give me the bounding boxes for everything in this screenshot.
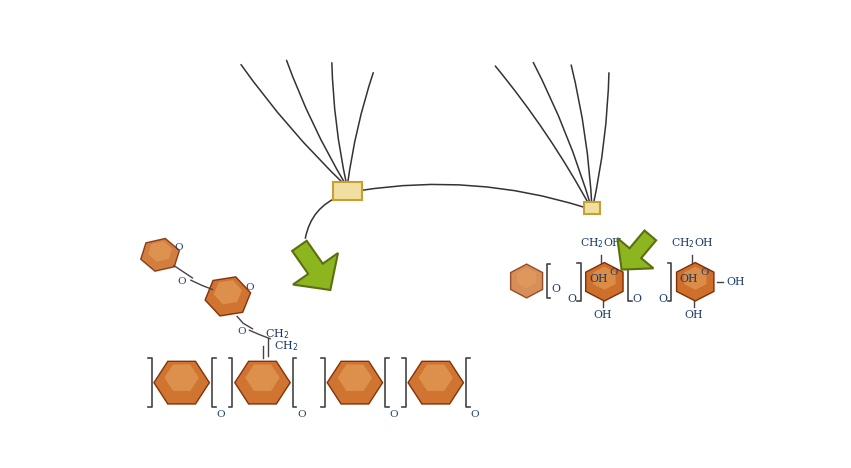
Text: OH: OH xyxy=(594,310,612,320)
Polygon shape xyxy=(292,241,338,290)
Text: CH$_2$OH: CH$_2$OH xyxy=(580,236,623,250)
Polygon shape xyxy=(205,277,250,316)
FancyBboxPatch shape xyxy=(333,182,362,200)
Text: OH: OH xyxy=(684,310,703,320)
Text: O: O xyxy=(245,283,254,292)
Polygon shape xyxy=(338,365,372,391)
Text: O: O xyxy=(700,268,709,277)
Text: OH: OH xyxy=(726,277,745,287)
Polygon shape xyxy=(617,231,656,270)
Polygon shape xyxy=(408,361,464,404)
Text: CH$_2$: CH$_2$ xyxy=(274,339,299,352)
Polygon shape xyxy=(593,267,615,290)
Polygon shape xyxy=(327,361,383,404)
Text: O: O xyxy=(551,284,560,294)
Polygon shape xyxy=(245,365,280,391)
Text: OH: OH xyxy=(680,274,699,284)
Text: O: O xyxy=(217,410,226,419)
Text: O: O xyxy=(568,294,576,305)
Text: O: O xyxy=(177,277,186,285)
FancyBboxPatch shape xyxy=(585,202,600,214)
Text: O: O xyxy=(632,294,641,305)
Polygon shape xyxy=(154,361,209,404)
Text: OH: OH xyxy=(589,274,608,284)
Polygon shape xyxy=(140,239,180,271)
Polygon shape xyxy=(684,267,706,290)
Polygon shape xyxy=(511,264,543,298)
Text: CH$_2$OH: CH$_2$OH xyxy=(671,236,714,250)
Text: O: O xyxy=(174,242,183,252)
Text: O: O xyxy=(390,410,398,419)
Polygon shape xyxy=(517,268,536,288)
Text: O: O xyxy=(659,294,667,305)
Polygon shape xyxy=(419,365,453,391)
Polygon shape xyxy=(585,263,623,301)
Polygon shape xyxy=(677,263,714,301)
Text: O: O xyxy=(609,268,618,277)
Polygon shape xyxy=(164,365,199,391)
Polygon shape xyxy=(214,280,242,304)
Text: O: O xyxy=(237,327,246,336)
Polygon shape xyxy=(235,361,290,404)
Text: O: O xyxy=(471,410,479,419)
Text: O: O xyxy=(298,410,306,419)
Text: CH$_2$: CH$_2$ xyxy=(265,327,289,341)
Polygon shape xyxy=(148,241,172,262)
